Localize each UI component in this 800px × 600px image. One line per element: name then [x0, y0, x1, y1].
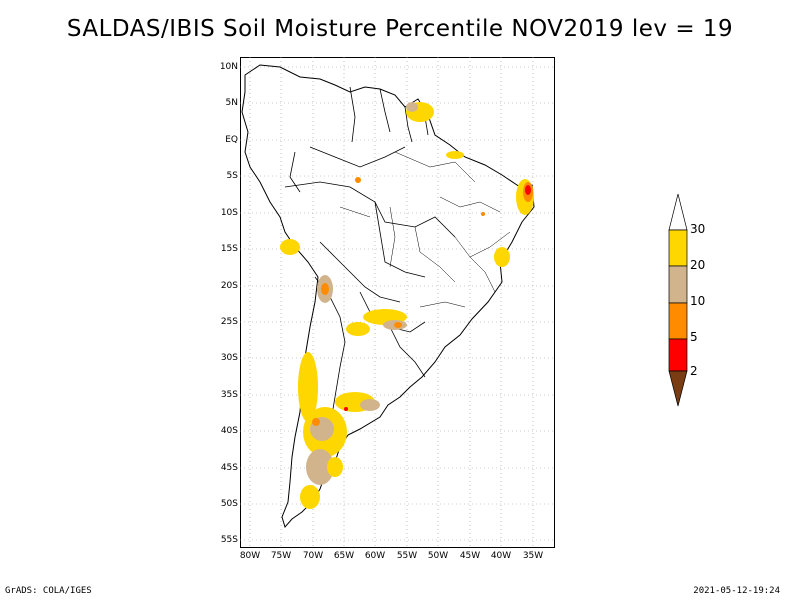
map-svg [240, 57, 555, 548]
lon-label-50w: 50W [427, 551, 449, 561]
lat-label-5s: 5S [226, 171, 238, 181]
lat-label-40s: 40S [220, 426, 238, 436]
lat-label-10n: 10N [219, 62, 238, 72]
lon-label-65w: 65W [333, 551, 355, 561]
colorbar-segment-10-20 [668, 265, 688, 304]
map-frame [240, 57, 555, 548]
lon-label-35w: 35W [522, 551, 544, 561]
lat-label-30s: 30S [220, 353, 238, 363]
colorbar-segment-5-10 [668, 302, 688, 340]
lon-label-70w: 70W [302, 551, 324, 561]
map-plot-area [240, 57, 555, 548]
colorbar-label-20: 20 [690, 258, 706, 272]
colorbar-segment-below-2 [668, 370, 688, 407]
footer-credit: GrADS: COLA/IGES [5, 586, 92, 596]
lat-label-50s: 50S [220, 499, 238, 509]
map-title: SALDAS/IBIS Soil Moisture Percentile NOV… [66, 16, 734, 42]
lat-label-35s: 35S [220, 390, 238, 400]
soil-moisture-shading [280, 102, 534, 509]
lon-label-55w: 55W [396, 551, 418, 561]
south-america-outline [241, 64, 535, 529]
colorbar-label-30: 30 [690, 222, 706, 236]
lat-label-55s: 55S [220, 535, 238, 545]
lon-label-40w: 40W [490, 551, 512, 561]
colorbar-segment-above-30 [668, 193, 688, 231]
lat-label-15s: 15S [220, 244, 238, 254]
colorbar-svg [668, 193, 688, 407]
colorbar [668, 193, 728, 413]
lat-label-25s: 25S [220, 317, 238, 327]
state-borders [339, 151, 511, 308]
lat-label-20s: 20S [220, 281, 238, 291]
lon-label-45w: 45W [459, 551, 481, 561]
lon-label-80w: 80W [239, 551, 261, 561]
lon-label-75w: 75W [270, 551, 292, 561]
lat-label-5n: 5N [225, 98, 238, 108]
lat-label-eq: EQ [225, 135, 238, 145]
footer-timestamp: 2021-05-12-19:24 [693, 586, 780, 596]
colorbar-segment-20-30 [668, 229, 688, 267]
lon-label-60w: 60W [364, 551, 386, 561]
colorbar-label-10: 10 [690, 294, 706, 308]
colorbar-label-5: 5 [690, 330, 698, 344]
colorbar-segment-2-5 [668, 338, 688, 372]
lat-label-45s: 45S [220, 463, 238, 473]
colorbar-label-2: 2 [690, 364, 698, 378]
lat-label-10s: 10S [220, 208, 238, 218]
